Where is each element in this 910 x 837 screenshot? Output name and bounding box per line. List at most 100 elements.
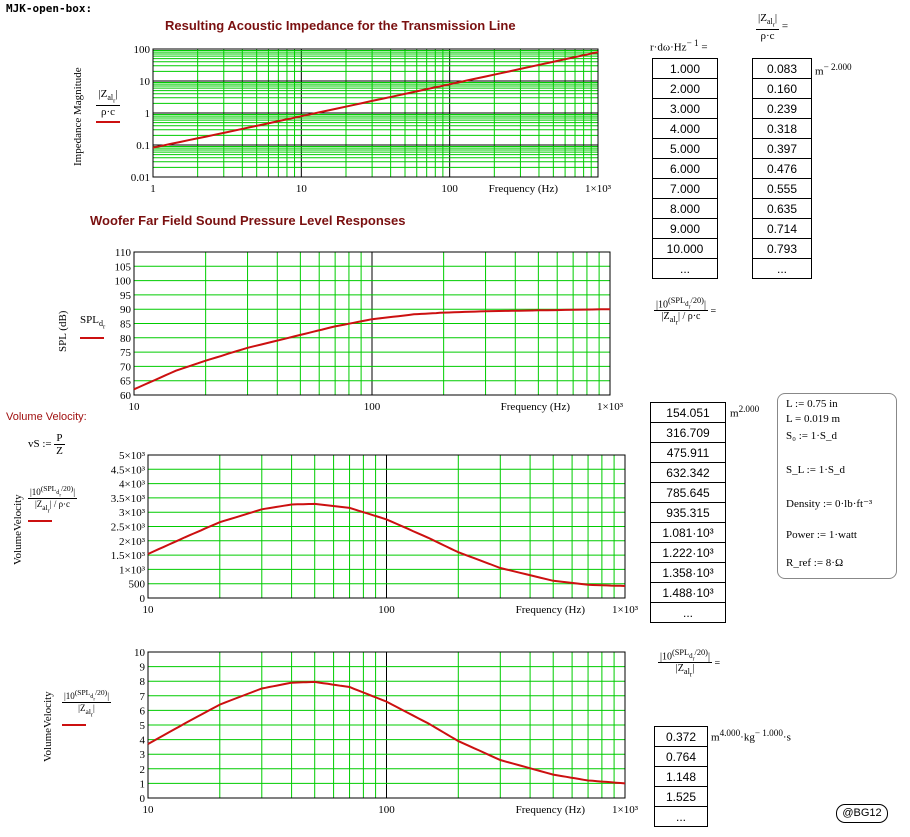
def-s0: S₀ := 1·S_d (786, 430, 837, 442)
y-tick-label: 5 (140, 720, 146, 732)
vv2-cell: 1.148 (654, 766, 708, 787)
plot-frame (147, 454, 626, 599)
y-tick-label: 1 (145, 108, 151, 120)
vv2-cell: 0.764 (654, 746, 708, 767)
zratio-cell: 0.555 (752, 178, 812, 199)
y-tick-label: 95 (120, 290, 132, 302)
x-axis-label: Frequency (Hz) (489, 183, 559, 195)
vv2-ylabel: VolumeVelocity (42, 691, 54, 762)
worksheet-title: MJK-open-box: (6, 2, 93, 15)
zratio-cell: 0.793 (752, 238, 812, 259)
def-power: Power := 1·watt (786, 529, 857, 541)
freq-cell: 10.000 (652, 238, 718, 259)
y-tick-label: 100 (134, 44, 151, 56)
zratio-cell: 0.635 (752, 198, 812, 219)
vv-cell: 154.051 (650, 402, 726, 423)
y-tick-label: 1 (140, 778, 146, 790)
plot-frame (147, 651, 626, 799)
freq-table-header: r·dω·Hz− 1 = (650, 38, 708, 54)
freq-cell: 2.000 (652, 78, 718, 99)
vv2-cell: 1.525 (654, 786, 708, 807)
y-tick-label: 85 (120, 319, 132, 331)
impedance-trace-swatch (96, 120, 120, 123)
freq-cell: 1.000 (652, 58, 718, 79)
spl-trace-swatch (80, 336, 104, 339)
vv2-trace-swatch (62, 724, 86, 727)
z-table-header: |Zalr| ρ·c = (756, 12, 789, 42)
y-tick-label: 2.5×10³ (111, 522, 146, 534)
impedance-ylabel: Impedance Magnitude (72, 67, 84, 166)
freq-cell: 5.000 (652, 138, 718, 159)
y-tick-label: 70 (120, 361, 132, 373)
series-line (147, 680, 626, 785)
freq-cell: 4.000 (652, 118, 718, 139)
vv2-table-unit: m4.000·kg− 1.000·s (711, 728, 791, 744)
vv2-cell: 0.372 (654, 726, 708, 747)
vv2-table: 0.372 0.764 1.148 1.525... (654, 726, 708, 827)
x-tick-label: 100 (378, 804, 395, 816)
y-tick-label: 4×10³ (119, 479, 146, 491)
impedance-title: Resulting Acoustic Impedance for the Tra… (165, 18, 516, 33)
x-tick-label: 1×10³ (612, 604, 639, 616)
vv2-table-header: |10(SPLdr/20)| |Zalr| = (658, 648, 721, 679)
def-rref: R_ref := 8·Ω (786, 557, 844, 569)
x-tick-label: 10 (296, 183, 308, 195)
x-axis-label: Frequency (Hz) (516, 604, 586, 616)
freq-cell: ... (652, 258, 718, 279)
freq-cell: 8.000 (652, 198, 718, 219)
vv-cell: 316.709 (650, 422, 726, 443)
y-tick-label: 4.5×10³ (111, 464, 146, 476)
vv-cell: 1.081·10³ (650, 522, 726, 543)
y-tick-label: 3.5×10³ (111, 493, 146, 505)
vv-cell: 632.342 (650, 462, 726, 483)
y-tick-label: 2×10³ (119, 536, 146, 548)
x-tick-label: 1×10³ (597, 401, 624, 413)
y-tick-label: 0 (140, 593, 146, 605)
y-tick-label: 110 (115, 247, 132, 259)
plot-frame (133, 251, 611, 396)
y-tick-label: 80 (120, 333, 132, 345)
zratio-cell: 0.239 (752, 98, 812, 119)
zratio-cell: 0.083 (752, 58, 812, 79)
y-tick-label: 1.5×10³ (111, 550, 146, 562)
x-tick-label: 100 (441, 183, 458, 195)
x-tick-label: 10 (129, 401, 141, 413)
zratio-cell: 0.714 (752, 218, 812, 239)
y-tick-label: 0 (140, 793, 146, 805)
vv-cell: 1.358·10³ (650, 562, 726, 583)
vv2-trace-label: |10(SPLdr/20)| |Zalr| (62, 688, 111, 727)
spl-trace-label: SPLdr (80, 314, 105, 339)
vv-table-unit: m2.000 (730, 404, 760, 420)
freq-cell: 7.000 (652, 178, 718, 199)
y-tick-label: 7 (140, 691, 146, 703)
definitions-box: L := 0.75 in L = 0.019 m S₀ := 1·S_d S_L… (777, 393, 897, 579)
vv-cell: 1.488·10³ (650, 582, 726, 603)
vv-cell: ... (650, 602, 726, 623)
x-tick-label: 100 (364, 401, 381, 413)
vv2-cell: ... (654, 806, 708, 827)
x-axis-label: Frequency (Hz) (501, 401, 571, 413)
freq-table: 1.000 2.000 3.000 4.000 5.000 6.000 7.000 8.000… (652, 58, 718, 279)
vv-table-header: |10(SPLdr/20)| |Zalr| / ρ·c = (654, 296, 717, 327)
freq-cell: 9.000 (652, 218, 718, 239)
zratio-cell: ... (752, 258, 812, 279)
x-tick-label: 1×10³ (585, 183, 612, 195)
y-tick-label: 105 (115, 261, 132, 273)
vv-ylabel: VolumeVelocity (12, 494, 24, 565)
y-tick-label: 3×10³ (119, 507, 146, 519)
y-tick-label: 4 (140, 735, 146, 747)
def-length: L := 0.75 in (786, 398, 838, 410)
spl-ylabel: SPL (dB) (57, 310, 69, 352)
y-tick-label: 100 (115, 276, 132, 288)
freq-cell: 6.000 (652, 158, 718, 179)
plot-frame (152, 48, 599, 178)
y-tick-label: 90 (120, 304, 132, 316)
x-tick-label: 10 (143, 604, 155, 616)
vv-table: 154.051 316.709 475.911 632.342 785.645 935.3… (650, 402, 726, 623)
y-tick-label: 9 (140, 662, 146, 674)
def-density: Density := 0·lb·ft⁻³ (786, 498, 873, 510)
impedance-trace-label: |Zalr| ρ·c (96, 88, 120, 123)
y-tick-label: 500 (129, 579, 146, 591)
volume-velocity-label: Volume Velocity: (6, 411, 87, 423)
